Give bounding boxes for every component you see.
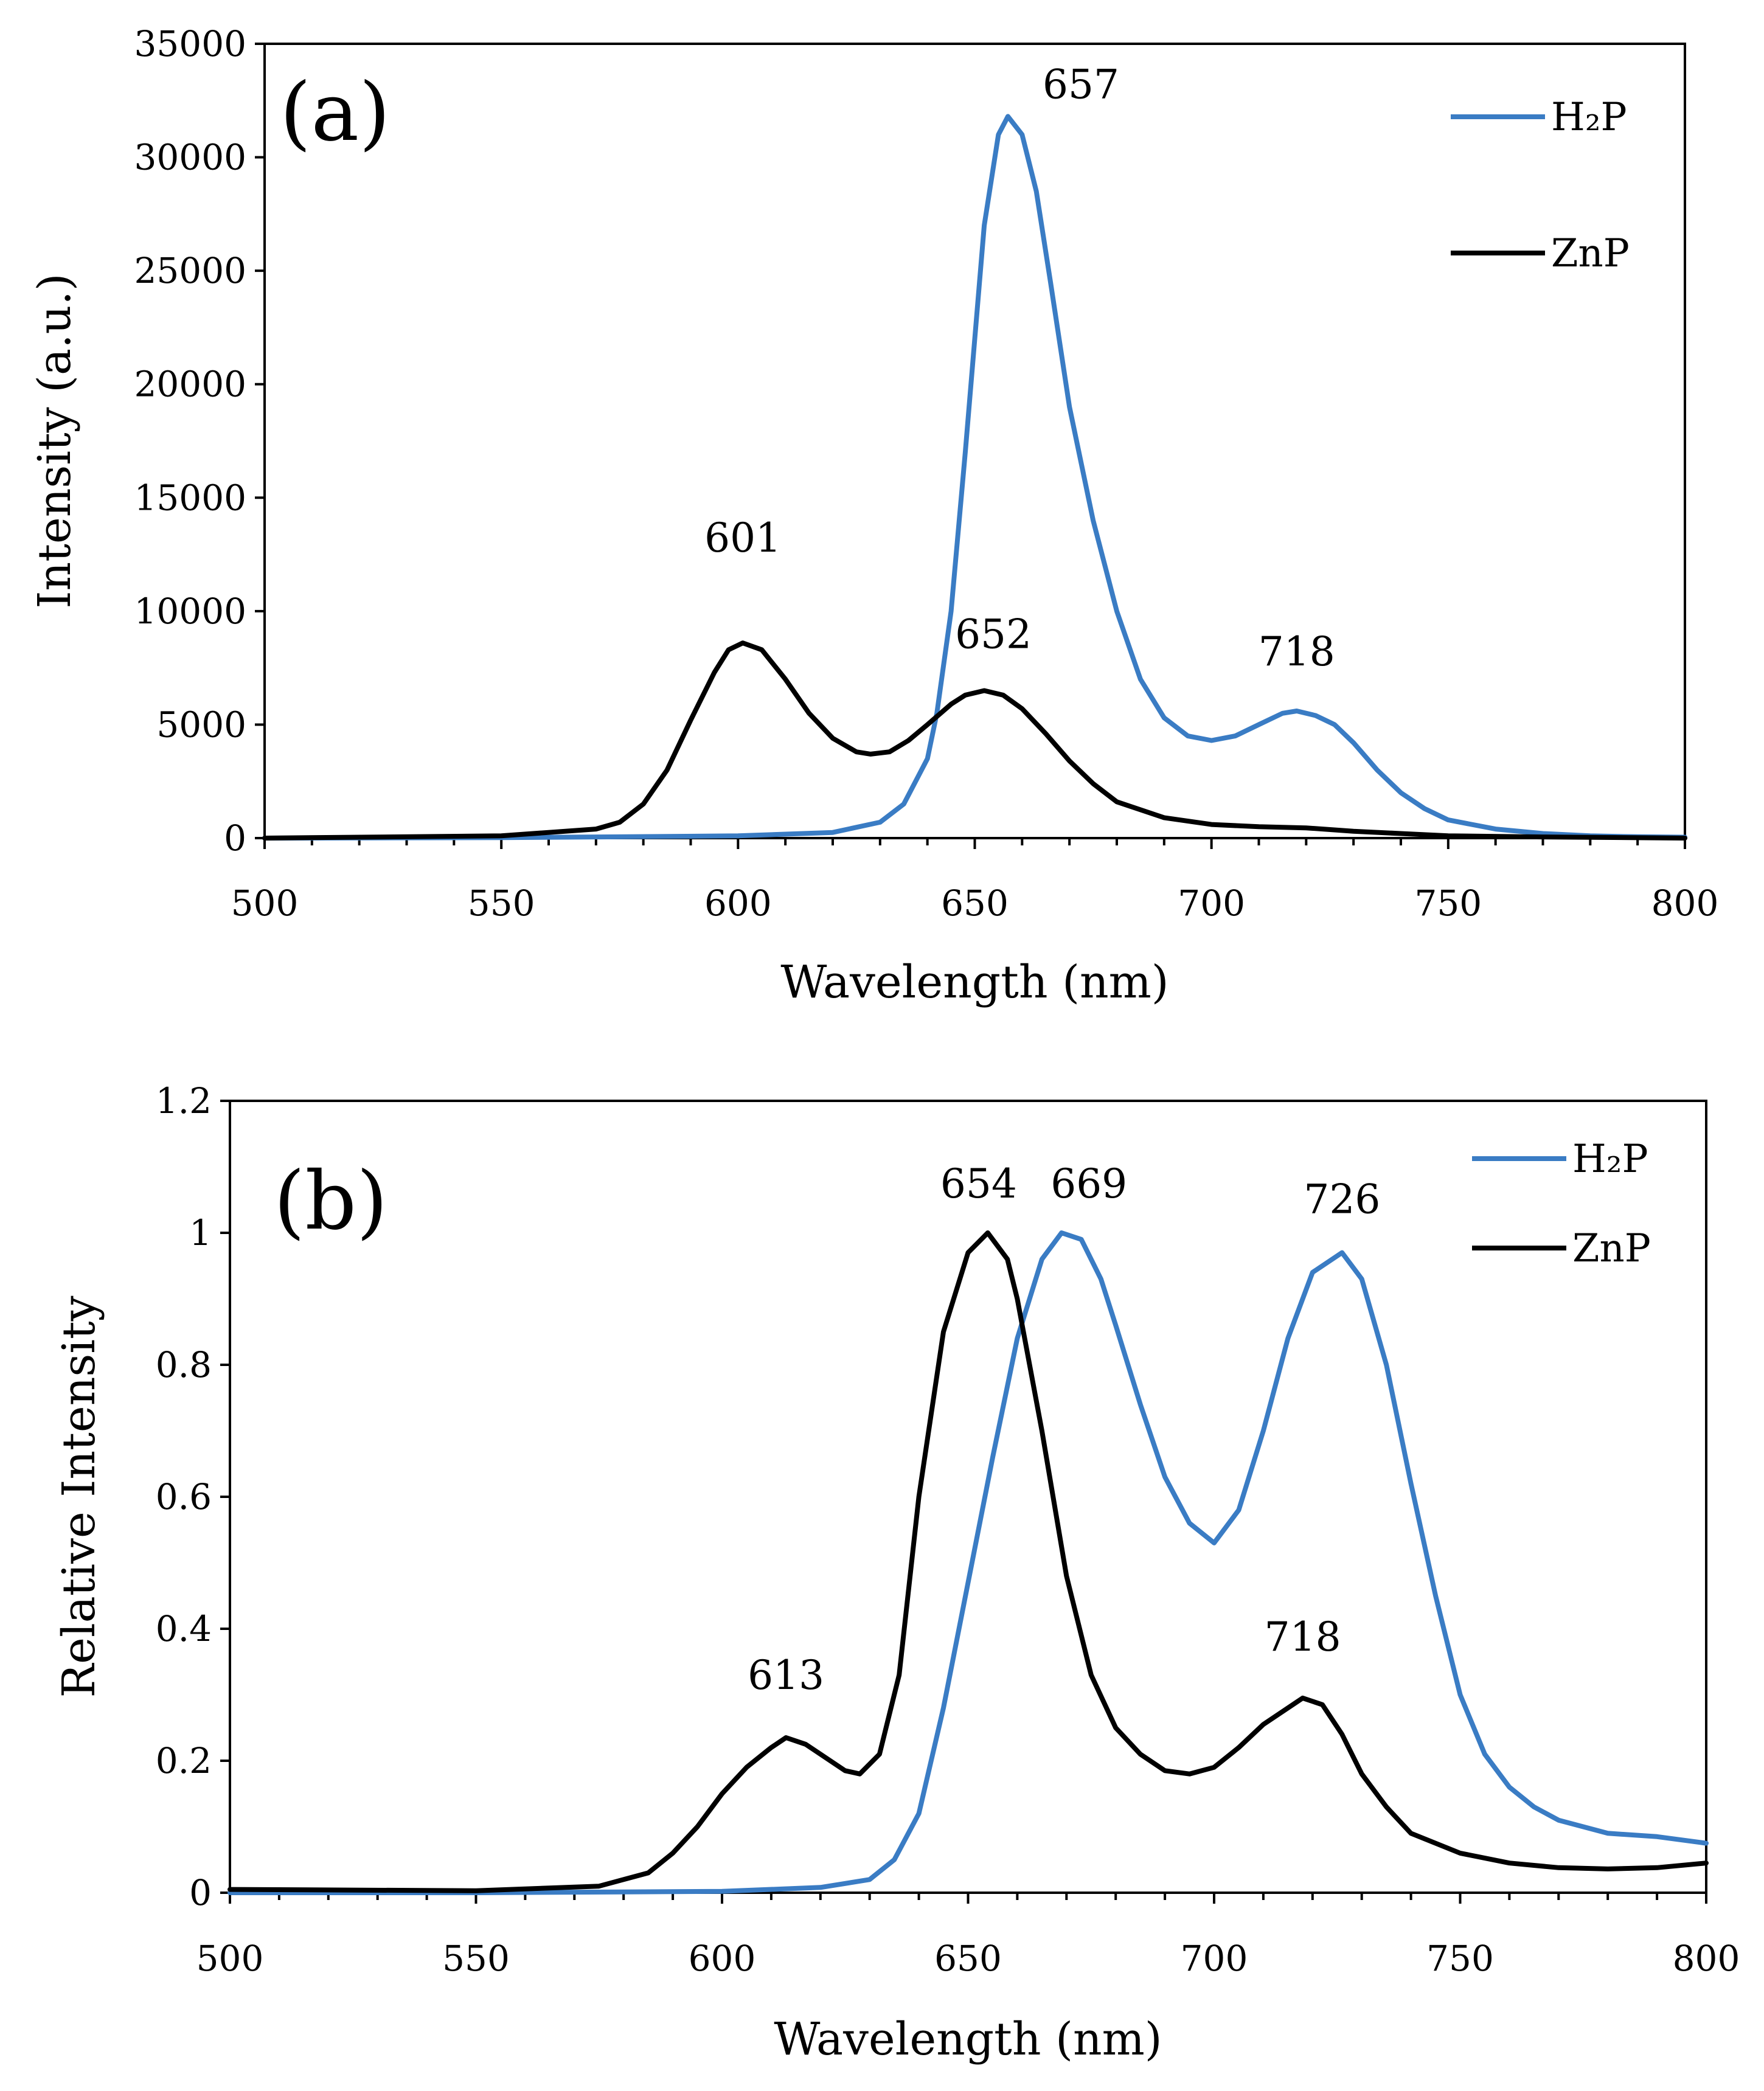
- y-tick-label: 25000: [134, 250, 246, 291]
- series-line-znp: [227, 1230, 1709, 1893]
- y-tick-label: 0.6: [156, 1476, 212, 1517]
- y-tick-label: 10000: [134, 591, 246, 632]
- y-tick-label: 0: [189, 1872, 212, 1913]
- legend-label-znp: ZnP: [1572, 1226, 1651, 1271]
- series-line-znp: [262, 640, 1687, 841]
- x-tick-label: 600: [704, 883, 772, 924]
- series-lines-b: [227, 1230, 1709, 1895]
- peak-label: 718: [1259, 628, 1335, 675]
- peak-label: 657: [1043, 61, 1119, 108]
- x-tick-label: 600: [689, 1938, 756, 1979]
- panel-label-a: (a): [280, 66, 391, 159]
- y-tick-label: 1: [189, 1212, 212, 1254]
- y-axis-title-a: Intensity (a.u.): [29, 273, 81, 608]
- chart-panel-b: 00.20.40.60.811.2 500 550 600 650 700 750 800 …: [53, 1080, 1740, 2065]
- legend-a: H₂P ZnP: [1451, 95, 1630, 276]
- series-line-h2p: [262, 114, 1687, 841]
- peak-label: 652: [955, 611, 1032, 657]
- peak-label: 613: [748, 1652, 824, 1699]
- x-axis-title-a: Wavelength (nm): [780, 956, 1168, 1008]
- legend-b: H₂P ZnP: [1472, 1137, 1651, 1271]
- x-tick-label: 500: [231, 883, 299, 924]
- peak-label: 669: [1050, 1160, 1127, 1207]
- peak-annotations-a: 657 601 652 718: [704, 61, 1335, 675]
- y-tick-label: 35000: [134, 23, 246, 64]
- x-tick-label: 800: [1673, 1938, 1740, 1979]
- y-axis-ticks-b: 0 0.2 0.4 0.6 0.8 1 1.2: [156, 1080, 230, 1913]
- y-tick-label: 5000: [156, 704, 246, 745]
- legend-label-znp: ZnP: [1551, 231, 1630, 276]
- legend-label-h2p: H₂P: [1551, 95, 1627, 140]
- y-tick-label: 1.2: [156, 1080, 212, 1122]
- y-axis-title-b: Relative Intensity: [53, 1295, 105, 1697]
- x-tick-label: 650: [934, 1938, 1002, 1979]
- x-tick-label: 750: [1426, 1938, 1494, 1979]
- y-tick-label: 0: [224, 817, 246, 859]
- y-axis-ticks-a: 0 5000 10000 15000 20000 25000 30000 35000: [134, 23, 265, 859]
- y-tick-label: 15000: [134, 477, 246, 518]
- x-axis-ticks-b: 500 550 600 650 700 750 800: [196, 1893, 1740, 1979]
- x-tick-label: 700: [1178, 883, 1245, 924]
- panel-label-b: (b): [274, 1154, 388, 1248]
- series-line-h2p: [227, 1230, 1709, 1895]
- x-tick-label: 700: [1181, 1938, 1248, 1979]
- legend-label-h2p: H₂P: [1572, 1137, 1648, 1182]
- peak-label: 654: [940, 1160, 1017, 1207]
- x-tick-label: 550: [442, 1938, 510, 1979]
- y-tick-label: 30000: [134, 137, 246, 178]
- x-tick-label: 650: [941, 883, 1009, 924]
- peak-label: 718: [1265, 1614, 1341, 1660]
- peak-label: 601: [704, 515, 781, 561]
- y-tick-label: 0.2: [156, 1740, 212, 1781]
- x-tick-label: 750: [1414, 883, 1482, 924]
- x-axis-title-b: Wavelength (nm): [774, 2013, 1162, 2065]
- x-tick-label: 550: [468, 883, 535, 924]
- y-tick-label: 20000: [134, 364, 246, 405]
- y-tick-label: 0.8: [156, 1344, 212, 1385]
- x-tick-label: 800: [1651, 883, 1719, 924]
- series-lines-a: [262, 114, 1687, 841]
- x-tick-label: 500: [196, 1938, 264, 1979]
- y-tick-label: 0.4: [156, 1608, 212, 1649]
- peak-annotations-b: 654 669 726 613 718: [748, 1160, 1380, 1699]
- x-axis-ticks-a: 500 550 600 650 700 750 800: [231, 838, 1719, 924]
- peak-label: 726: [1304, 1176, 1380, 1223]
